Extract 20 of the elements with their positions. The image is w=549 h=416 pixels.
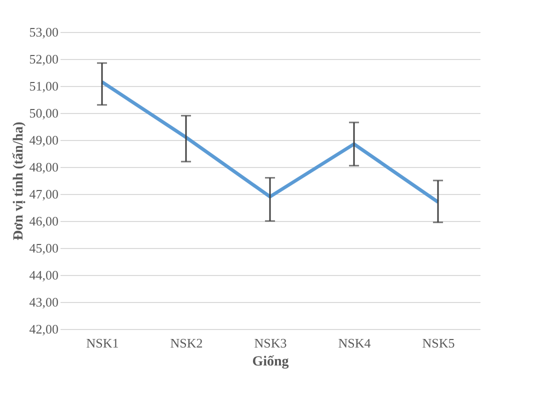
- y-tick-label: 52,00: [29, 52, 58, 66]
- x-axis-title: Giống: [252, 354, 289, 370]
- y-tick-label: 45,00: [29, 240, 58, 256]
- y-tick-label: 46,00: [29, 214, 58, 228]
- y-tick-label: 49,00: [29, 132, 58, 148]
- y-tick-label: 42,00: [29, 322, 58, 336]
- y-tick-label: 43,00: [29, 294, 58, 310]
- line-series: [100, 80, 440, 204]
- x-tick-label: NSK4: [338, 336, 372, 350]
- y-tick-label: 44,00: [29, 268, 58, 282]
- y-tick-label: 51,00: [29, 78, 58, 94]
- y-tick-label: 50,00: [29, 106, 58, 120]
- y-tick-label: 48,00: [29, 160, 58, 174]
- x-tick-label: NSK1: [86, 336, 119, 350]
- x-tick-label: NSK5: [422, 336, 455, 350]
- y-tick-label: 47,00: [29, 186, 58, 202]
- y-tick-label: 53,00: [29, 24, 58, 40]
- x-tick-label: NSK3: [254, 336, 287, 350]
- x-tick-label: NSK2: [170, 336, 203, 350]
- y-axis-title: Đơn vị tính (tấn/ha): [11, 121, 26, 240]
